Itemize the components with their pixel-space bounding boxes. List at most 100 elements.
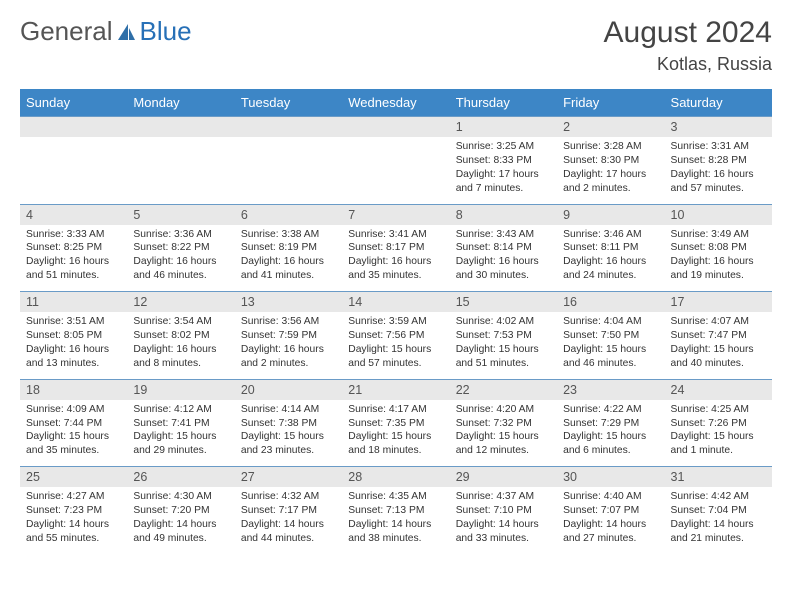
day-number: 10 xyxy=(665,204,772,225)
day-info-line: Sunset: 8:22 PM xyxy=(133,241,228,255)
day-cell: Sunrise: 3:49 AMSunset: 8:08 PMDaylight:… xyxy=(665,225,772,292)
day-number xyxy=(235,117,342,138)
day-number: 21 xyxy=(342,379,449,400)
day-info-line: Sunrise: 4:25 AM xyxy=(671,403,766,417)
day-cell: Sunrise: 4:40 AMSunset: 7:07 PMDaylight:… xyxy=(557,487,664,554)
daynum-row: 11121314151617 xyxy=(20,292,772,313)
day-info-line: and 6 minutes. xyxy=(563,444,658,458)
day-info-line: Sunrise: 4:04 AM xyxy=(563,315,658,329)
day-number: 7 xyxy=(342,204,449,225)
day-cell xyxy=(127,137,234,204)
day-info-line: Sunset: 7:35 PM xyxy=(348,417,443,431)
info-row: Sunrise: 3:33 AMSunset: 8:25 PMDaylight:… xyxy=(20,225,772,292)
day-info-line: Daylight: 15 hours xyxy=(671,343,766,357)
day-info-line: Sunrise: 4:32 AM xyxy=(241,490,336,504)
day-info-line: and 29 minutes. xyxy=(133,444,228,458)
day-info-line: Sunrise: 4:17 AM xyxy=(348,403,443,417)
day-info-line: Daylight: 15 hours xyxy=(348,343,443,357)
day-info-line: and 33 minutes. xyxy=(456,532,551,546)
day-info-line: Daylight: 15 hours xyxy=(671,430,766,444)
day-cell: Sunrise: 3:25 AMSunset: 8:33 PMDaylight:… xyxy=(450,137,557,204)
logo-text-1: General xyxy=(20,16,113,47)
day-number: 19 xyxy=(127,379,234,400)
info-row: Sunrise: 3:25 AMSunset: 8:33 PMDaylight:… xyxy=(20,137,772,204)
daynum-row: 45678910 xyxy=(20,204,772,225)
day-info-line: and 2 minutes. xyxy=(241,357,336,371)
weekday-header: Thursday xyxy=(450,89,557,117)
day-cell xyxy=(20,137,127,204)
day-info-line: Daylight: 16 hours xyxy=(241,343,336,357)
day-number: 28 xyxy=(342,467,449,488)
day-cell: Sunrise: 4:07 AMSunset: 7:47 PMDaylight:… xyxy=(665,312,772,379)
day-info-line: Daylight: 15 hours xyxy=(241,430,336,444)
day-cell: Sunrise: 3:54 AMSunset: 8:02 PMDaylight:… xyxy=(127,312,234,379)
day-cell: Sunrise: 4:04 AMSunset: 7:50 PMDaylight:… xyxy=(557,312,664,379)
day-info-line: Daylight: 16 hours xyxy=(26,343,121,357)
day-cell: Sunrise: 3:41 AMSunset: 8:17 PMDaylight:… xyxy=(342,225,449,292)
day-info-line: Sunset: 8:11 PM xyxy=(563,241,658,255)
day-info-line: and 8 minutes. xyxy=(133,357,228,371)
day-info-line: and 1 minute. xyxy=(671,444,766,458)
day-info-line: Sunrise: 3:54 AM xyxy=(133,315,228,329)
day-info-line: Sunrise: 3:31 AM xyxy=(671,140,766,154)
day-info-line: and 23 minutes. xyxy=(241,444,336,458)
day-info-line: Sunset: 7:13 PM xyxy=(348,504,443,518)
day-info-line: Sunrise: 4:30 AM xyxy=(133,490,228,504)
day-number: 17 xyxy=(665,292,772,313)
day-info-line: Sunset: 8:17 PM xyxy=(348,241,443,255)
day-info-line: Sunset: 8:05 PM xyxy=(26,329,121,343)
day-info-line: Daylight: 15 hours xyxy=(563,430,658,444)
day-info-line: and 19 minutes. xyxy=(671,269,766,283)
day-info-line: Sunrise: 4:27 AM xyxy=(26,490,121,504)
day-info-line: and 24 minutes. xyxy=(563,269,658,283)
day-info-line: Daylight: 14 hours xyxy=(456,518,551,532)
day-info-line: and 46 minutes. xyxy=(563,357,658,371)
day-info-line: and 40 minutes. xyxy=(671,357,766,371)
day-info-line: Daylight: 16 hours xyxy=(671,255,766,269)
day-info-line: Sunset: 7:50 PM xyxy=(563,329,658,343)
day-info-line: Sunrise: 3:51 AM xyxy=(26,315,121,329)
day-cell: Sunrise: 3:33 AMSunset: 8:25 PMDaylight:… xyxy=(20,225,127,292)
day-info-line: Daylight: 16 hours xyxy=(133,343,228,357)
day-info-line: Sunset: 8:25 PM xyxy=(26,241,121,255)
day-number: 9 xyxy=(557,204,664,225)
day-cell: Sunrise: 4:20 AMSunset: 7:32 PMDaylight:… xyxy=(450,400,557,467)
day-info-line: and 21 minutes. xyxy=(671,532,766,546)
day-info-line: Daylight: 16 hours xyxy=(241,255,336,269)
day-info-line: and 2 minutes. xyxy=(563,182,658,196)
day-info-line: Sunset: 8:33 PM xyxy=(456,154,551,168)
day-number: 15 xyxy=(450,292,557,313)
day-info-line: and 49 minutes. xyxy=(133,532,228,546)
day-cell: Sunrise: 4:35 AMSunset: 7:13 PMDaylight:… xyxy=(342,487,449,554)
day-cell: Sunrise: 4:27 AMSunset: 7:23 PMDaylight:… xyxy=(20,487,127,554)
day-cell: Sunrise: 4:30 AMSunset: 7:20 PMDaylight:… xyxy=(127,487,234,554)
day-cell: Sunrise: 4:09 AMSunset: 7:44 PMDaylight:… xyxy=(20,400,127,467)
day-info-line: and 27 minutes. xyxy=(563,532,658,546)
day-info-line: Sunset: 7:26 PM xyxy=(671,417,766,431)
day-info-line: Daylight: 14 hours xyxy=(563,518,658,532)
day-info-line: and 41 minutes. xyxy=(241,269,336,283)
day-info-line: and 46 minutes. xyxy=(133,269,228,283)
day-info-line: Sunrise: 3:49 AM xyxy=(671,228,766,242)
day-info-line: Sunrise: 4:09 AM xyxy=(26,403,121,417)
day-cell xyxy=(235,137,342,204)
day-cell: Sunrise: 3:28 AMSunset: 8:30 PMDaylight:… xyxy=(557,137,664,204)
day-cell: Sunrise: 4:32 AMSunset: 7:17 PMDaylight:… xyxy=(235,487,342,554)
day-info-line: Daylight: 15 hours xyxy=(456,430,551,444)
day-info-line: Daylight: 15 hours xyxy=(348,430,443,444)
day-number: 30 xyxy=(557,467,664,488)
weekday-header-row: Sunday Monday Tuesday Wednesday Thursday… xyxy=(20,89,772,117)
day-number: 5 xyxy=(127,204,234,225)
day-info-line: Daylight: 15 hours xyxy=(26,430,121,444)
day-cell: Sunrise: 3:46 AMSunset: 8:11 PMDaylight:… xyxy=(557,225,664,292)
day-info-line: and 35 minutes. xyxy=(348,269,443,283)
day-cell: Sunrise: 3:59 AMSunset: 7:56 PMDaylight:… xyxy=(342,312,449,379)
day-info-line: Sunrise: 4:07 AM xyxy=(671,315,766,329)
day-number: 16 xyxy=(557,292,664,313)
calendar-table: Sunday Monday Tuesday Wednesday Thursday… xyxy=(20,89,772,554)
day-info-line: Sunset: 7:04 PM xyxy=(671,504,766,518)
day-info-line: Sunrise: 3:36 AM xyxy=(133,228,228,242)
day-info-line: Sunrise: 3:38 AM xyxy=(241,228,336,242)
day-info-line: Daylight: 17 hours xyxy=(563,168,658,182)
day-number: 11 xyxy=(20,292,127,313)
